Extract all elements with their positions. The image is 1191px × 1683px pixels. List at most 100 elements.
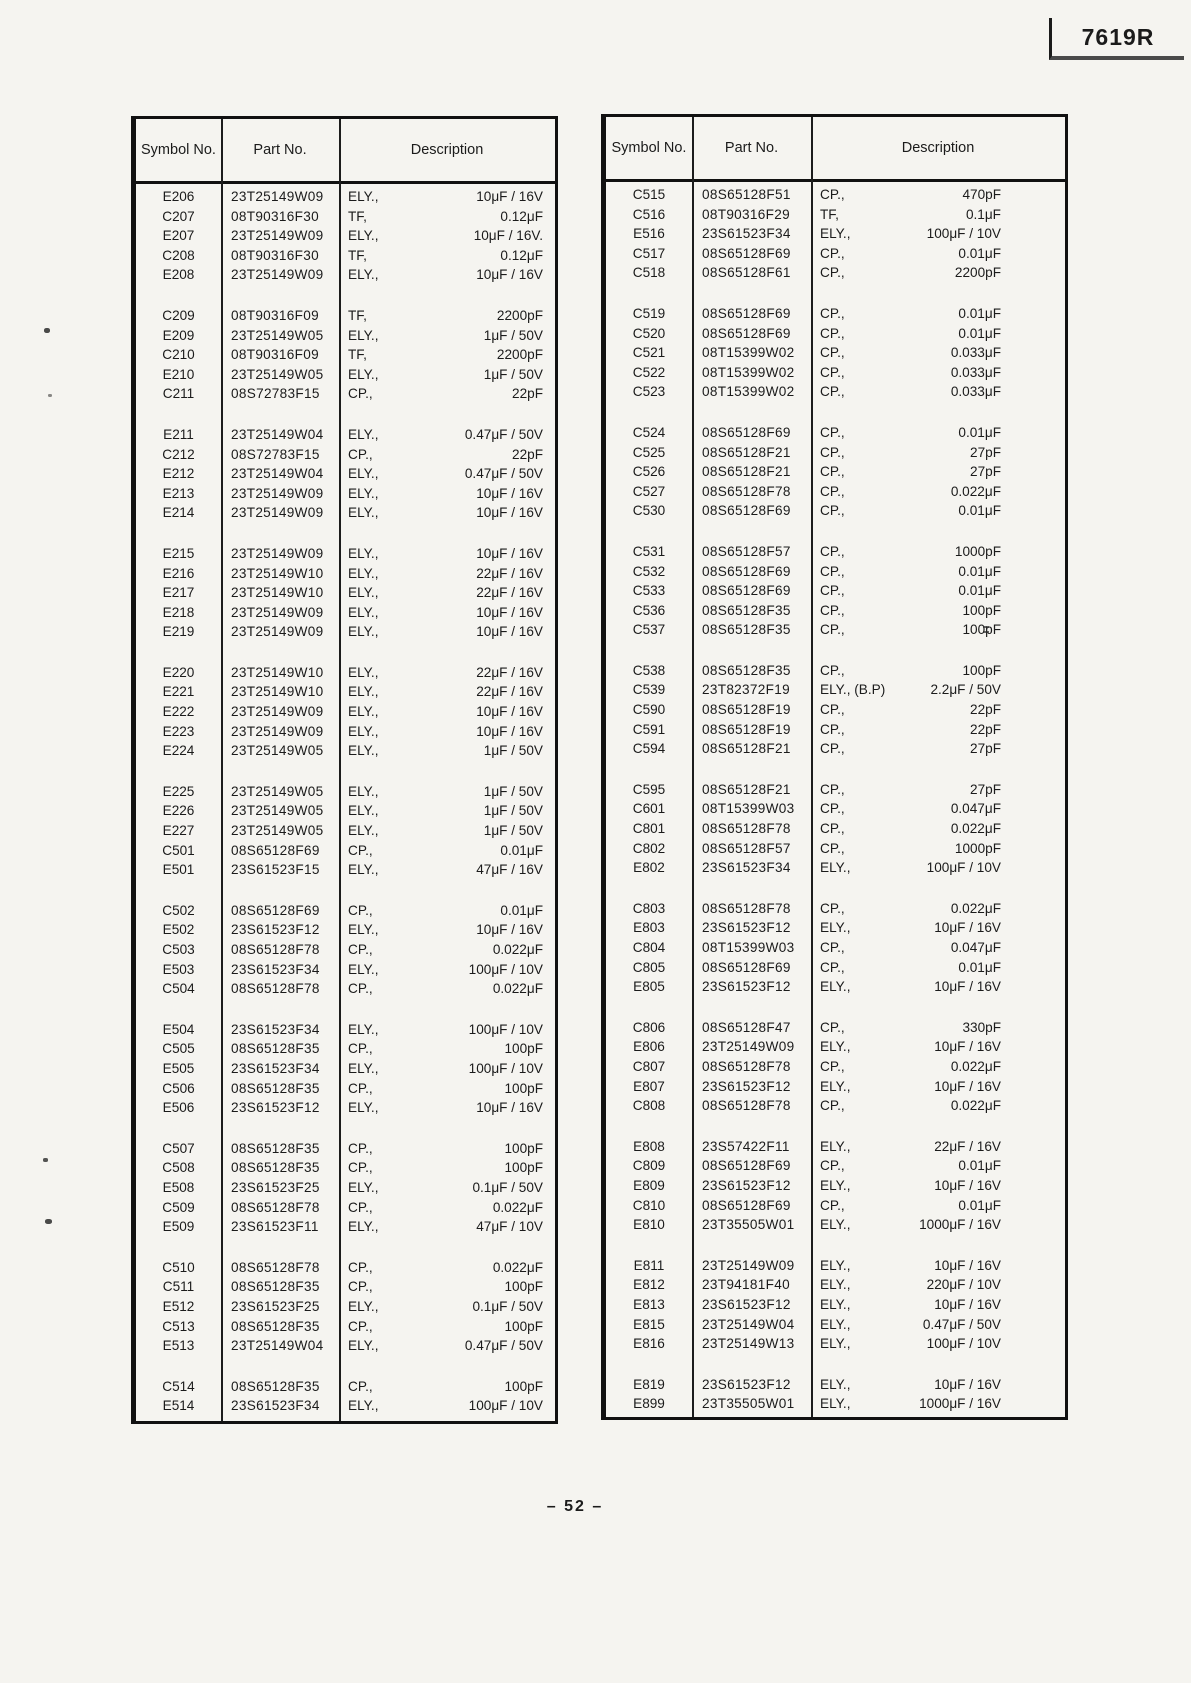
cell-description: CP., 0.022μF (811, 819, 1065, 839)
cell-symbol-no: C601 (632, 801, 666, 817)
cell-part-no: 08S65128F35 (231, 1080, 320, 1096)
cell-description: ELY., 10μF / 16V (811, 1256, 1065, 1276)
row-group: E211 23T25149W04 ELY., 0.47μF / 50V C212 08S7… (136, 425, 555, 523)
cell-part-no: 08T15399W03 (702, 801, 795, 817)
cell-part-no: 08S65128F69 (702, 959, 791, 975)
ink-speck (43, 1158, 48, 1162)
cell-part-no: 08S65128F57 (702, 840, 791, 856)
cell-symbol-no: C208 (162, 247, 195, 263)
description-value: 0.01μF (500, 842, 543, 858)
description-value: 0.1μF / 50V (472, 1298, 543, 1314)
cell-symbol-no: C532 (632, 563, 666, 579)
description-type: CP., (348, 1318, 373, 1334)
cell-part-no: 23S61523F12 (231, 1100, 320, 1116)
table-row: C530 08S65128F69 CP., 0.01μF (606, 501, 1065, 521)
cell-part-no: 23T25149W09 (231, 604, 324, 620)
cell-symbol-no: C515 (632, 187, 666, 202)
table-row: C519 08S65128F69 CP., 0.01μF (606, 304, 1065, 324)
cell-symbol-no: E516 (633, 226, 665, 242)
cell-symbol-no: C510 (162, 1259, 195, 1275)
description-type: ELY., (348, 366, 379, 382)
table-row: C523 08T15399W02 CP., 0.033μF (606, 382, 1065, 402)
table-row: C207 08T90316F30 TF, 0.12μF (136, 207, 555, 227)
table-header: Symbol No. Part No. Description (606, 117, 1065, 182)
table-row: E812 23T94181F40 ELY., 220μF / 10V (606, 1275, 1065, 1295)
cell-symbol-no: C520 (632, 325, 666, 341)
description-value: 0.033μF (950, 364, 1001, 380)
table-row: C590 08S65128F19 CP., 22pF (606, 700, 1065, 720)
cell-part-no: 23S61523F12 (231, 922, 320, 938)
table-row: C502 08S65128F69 CP., 0.01μF (136, 901, 555, 921)
description-type: CP., (820, 503, 845, 519)
cell-part-no: 08S65128F69 (702, 305, 791, 321)
cell-description: CP., 0.033μF (811, 363, 1065, 383)
description-type: TF, (348, 347, 367, 363)
cell-description: ELY., 10μF / 16V (811, 918, 1065, 938)
cell-description: CP., 0.01μF (339, 841, 555, 861)
description-type: CP., (820, 1158, 845, 1174)
description-type: CP., (348, 1160, 373, 1176)
table-row: E213 23T25149W09 ELY., 10μF / 16V (136, 484, 555, 504)
cell-part-no: 23T25149W09 (231, 723, 324, 739)
table-row: C511 08S65128F35 CP., 100pF (136, 1277, 555, 1297)
description-value: 22μF / 16V (476, 585, 543, 601)
table-row: C517 08S65128F69 CP., 0.01μF (606, 244, 1065, 264)
description-value: 0.022μF (492, 942, 543, 957)
table-row: E206 23T25149W09 ELY., 10μF / 16V (136, 187, 555, 207)
description-value: 330pF (962, 1019, 1001, 1035)
description-value: 0.022μF (950, 1098, 1001, 1114)
description-value: 1000μF / 16V (919, 1396, 1001, 1412)
description-type: ELY., (348, 1219, 379, 1235)
cell-description: CP., 100pF (339, 1158, 555, 1178)
row-group: C595 08S65128F21 CP., 27pF C601 08T15399W03 CP… (606, 780, 1065, 878)
cell-description: ELY., 22μF / 16V (339, 663, 555, 683)
description-type: ELY., (348, 961, 379, 977)
cell-part-no: 08S65128F21 (702, 444, 791, 460)
table-row: C515 08S65128F51 CP., 470pF (606, 185, 1065, 205)
table-row: C601 08T15399W03 CP., 0.047μF (606, 799, 1065, 819)
cell-symbol-no: E217 (162, 585, 195, 601)
description-value: 47μF / 16V (476, 862, 543, 878)
cell-symbol-no: C511 (162, 1279, 195, 1295)
cell-description: ELY., 10μF / 16V (811, 1375, 1065, 1395)
description-value: 100pF (962, 602, 1001, 618)
cell-symbol-no: E506 (162, 1100, 195, 1116)
description-value: 27pF (970, 444, 1001, 460)
description-type: CP., (820, 1058, 845, 1074)
cell-symbol-no: C806 (632, 1019, 666, 1035)
table-row: E813 23S61523F12 ELY., 10μF / 16V (606, 1295, 1065, 1315)
description-value: 47μF / 10V (476, 1219, 543, 1235)
cell-symbol-no: C509 (162, 1199, 195, 1215)
cell-description: CP., 0.022μF (339, 1258, 555, 1278)
description-type: CP., (820, 721, 845, 737)
cell-part-no: 23T25149W10 (231, 585, 324, 601)
cell-description: CP., 0.01μF (811, 958, 1065, 978)
cell-symbol-no: E813 (633, 1296, 665, 1312)
description-value: 27pF (970, 781, 1001, 797)
cell-symbol-no: E225 (162, 783, 195, 799)
cell-symbol-no: E223 (162, 723, 195, 739)
cell-symbol-no: C207 (162, 208, 195, 224)
description-value: 100pF (504, 1160, 543, 1176)
cell-part-no: 23T35505W01 (702, 1217, 795, 1233)
cell-part-no: 08S65128F69 (702, 563, 791, 579)
cell-part-no: 23T25149W13 (702, 1336, 795, 1352)
cell-symbol-no: C538 (632, 662, 666, 678)
description-type: ELY., (348, 505, 379, 521)
row-group: C510 08S65128F78 CP., 0.022μF C511 08S65128F3… (136, 1258, 555, 1356)
cell-description: CP., 100pF (339, 1277, 555, 1297)
table-row: C525 08S65128F21 CP., 27pF (606, 443, 1065, 463)
description-value: 100pF (962, 622, 1001, 638)
table-row: E807 23S61523F12 ELY., 10μF / 16V (606, 1077, 1065, 1097)
description-type: ELY., (820, 1376, 851, 1392)
table-row: C212 08S72783F15 CP., 22pF (136, 445, 555, 465)
description-type: CP., (348, 1259, 373, 1275)
cell-symbol-no: C803 (632, 900, 666, 916)
cell-description: ELY., 22μF / 16V (339, 564, 555, 584)
description-type: TF, (348, 307, 367, 323)
cell-symbol-no: E810 (633, 1217, 665, 1233)
cell-part-no: 23T25149W09 (231, 228, 324, 244)
ink-speck (44, 328, 50, 333)
description-type: CP., (348, 386, 373, 402)
description-value: 0.01μF (958, 305, 1001, 321)
